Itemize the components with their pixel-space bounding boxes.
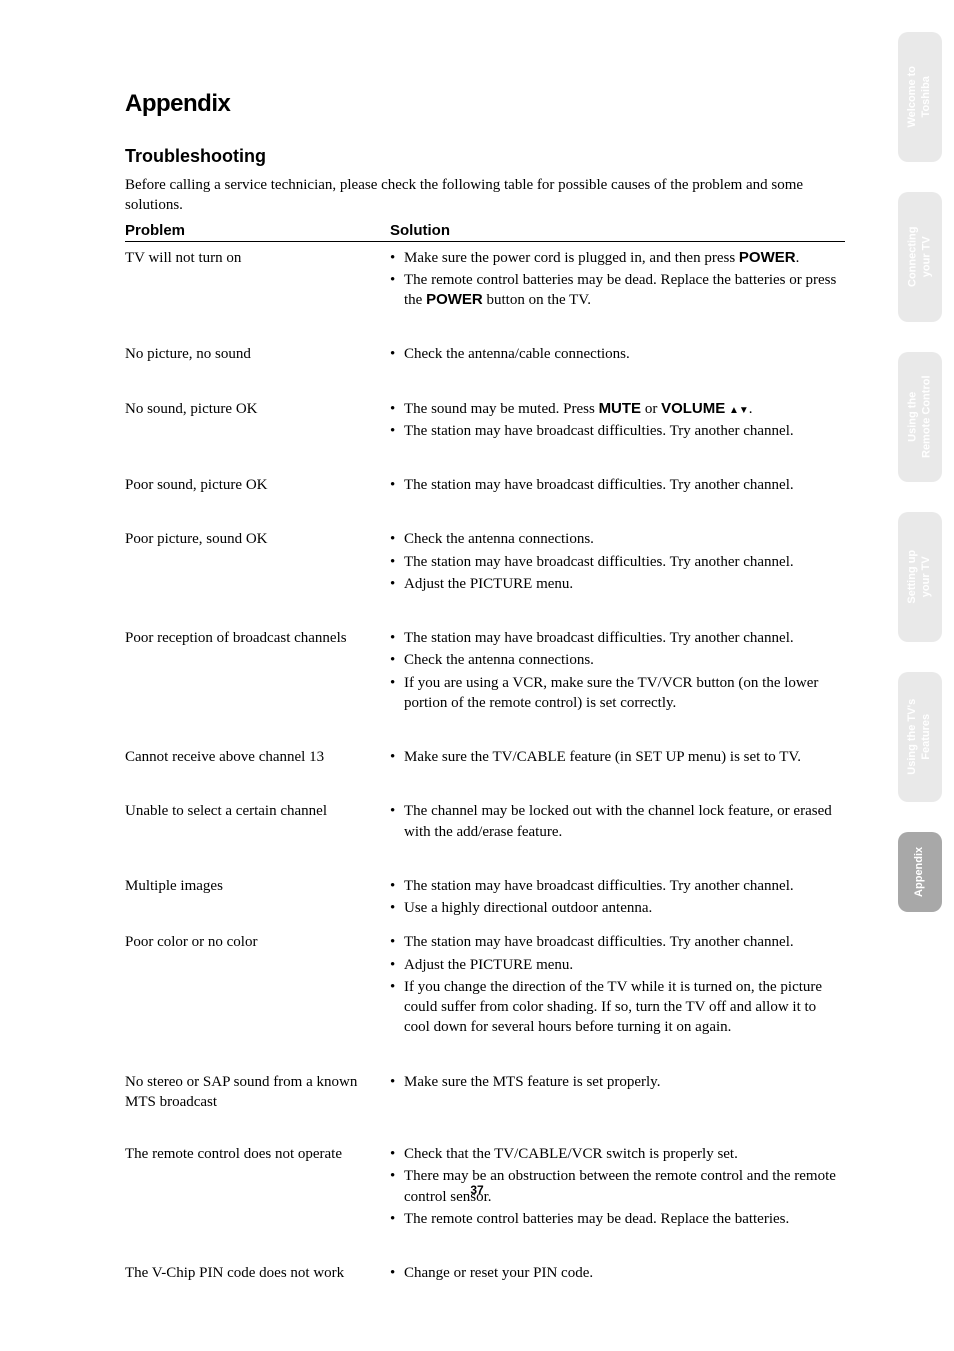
side-tabs: Welcome toToshiba Connectingyour TV Using … — [898, 32, 942, 912]
side-tab[interactable]: Appendix — [898, 832, 942, 912]
table-header-row: Problem Solution — [125, 222, 845, 242]
solution-item: The station may have broadcast difficult… — [390, 932, 845, 952]
solution-cell: Make sure the TV/CABLE feature (in SET U… — [390, 747, 845, 769]
solution-cell: The station may have broadcast difficult… — [390, 628, 845, 715]
solution-cell: Make sure the MTS feature is set properl… — [390, 1072, 845, 1113]
subsection-title: Troubleshooting — [125, 146, 894, 167]
side-tab-label: Appendix — [913, 847, 927, 897]
solution-cell: Change or reset your PIN code. — [390, 1263, 845, 1285]
side-tab-label: Using the TV'sFeatures — [906, 699, 934, 775]
section-title: Appendix — [125, 90, 894, 118]
solution-item: The channel may be locked out with the c… — [390, 801, 845, 842]
triangle-down-icon — [739, 401, 749, 417]
header-problem: Problem — [125, 222, 390, 239]
solution-item: The station may have broadcast difficult… — [390, 475, 845, 495]
side-tab[interactable]: Using the TV'sFeatures — [898, 672, 942, 802]
problem-cell: Poor picture, sound OK — [125, 529, 390, 596]
table-row: Poor reception of broadcast channelsThe … — [125, 622, 845, 741]
table-row: The remote control does not operateCheck… — [125, 1138, 845, 1257]
solution-item: Use a highly directional outdoor antenna… — [390, 898, 845, 918]
solution-item: The station may have broadcast difficult… — [390, 552, 845, 572]
solution-item: Make sure the MTS feature is set properl… — [390, 1072, 845, 1092]
triangle-up-icon — [729, 401, 739, 417]
problem-cell: Poor reception of broadcast channels — [125, 628, 390, 715]
table-row: The V-Chip PIN code does not workChange … — [125, 1257, 845, 1311]
solution-cell: The station may have broadcast difficult… — [390, 876, 845, 921]
problem-cell: The V-Chip PIN code does not work — [125, 1263, 390, 1285]
solution-item: Check that the TV/CABLE/VCR switch is pr… — [390, 1144, 845, 1164]
table-row: TV will not turn onMake sure the power c… — [125, 242, 845, 339]
solution-item: Adjust the PICTURE menu. — [390, 574, 845, 594]
solution-item: Make sure the power cord is plugged in, … — [390, 248, 845, 268]
problem-cell: TV will not turn on — [125, 248, 390, 313]
table-row: Poor sound, picture OKThe station may ha… — [125, 469, 845, 523]
side-tab[interactable]: Connectingyour TV — [898, 192, 942, 322]
side-tab-label: Setting upyour TV — [906, 550, 934, 604]
table-row: Poor picture, sound OKCheck the antenna … — [125, 523, 845, 622]
problem-cell: Poor color or no color — [125, 932, 390, 1039]
intro-text: Before calling a service technician, ple… — [125, 175, 805, 216]
table-row: No sound, picture OKThe sound may be mut… — [125, 393, 845, 470]
solution-item: The station may have broadcast difficult… — [390, 628, 845, 648]
solution-item: The remote control batteries may be dead… — [390, 1209, 845, 1229]
side-tab-label: Connectingyour TV — [906, 227, 934, 288]
table-row: Poor color or no colorThe station may ha… — [125, 926, 845, 1065]
solution-cell: The channel may be locked out with the c… — [390, 801, 845, 844]
solution-cell: The station may have broadcast difficult… — [390, 475, 845, 497]
solution-item: Adjust the PICTURE menu. — [390, 955, 845, 975]
solution-item: If you change the direction of the TV wh… — [390, 977, 845, 1038]
problem-cell: No stereo or SAP sound from a known MTS … — [125, 1072, 390, 1113]
solution-item: The remote control batteries may be dead… — [390, 270, 845, 311]
problem-cell: No sound, picture OK — [125, 399, 390, 444]
problem-cell: No picture, no sound — [125, 344, 390, 366]
solution-item: If you are using a VCR, make sure the TV… — [390, 673, 845, 714]
table-row: No picture, no soundCheck the antenna/ca… — [125, 338, 845, 392]
troubleshooting-table: Problem Solution TV will not turn onMake… — [125, 222, 845, 1312]
solution-item: Check the antenna connections. — [390, 650, 845, 670]
table-row: Cannot receive above channel 13Make sure… — [125, 741, 845, 795]
side-tab[interactable]: Setting upyour TV — [898, 512, 942, 642]
solution-item: Change or reset your PIN code. — [390, 1263, 845, 1283]
header-solution: Solution — [390, 222, 845, 239]
solution-item: Make sure the TV/CABLE feature (in SET U… — [390, 747, 845, 767]
side-tab[interactable]: Using theRemote Control — [898, 352, 942, 482]
problem-cell: Poor sound, picture OK — [125, 475, 390, 497]
side-tab-label: Welcome toToshiba — [906, 66, 934, 128]
solution-item: The sound may be muted. Press MUTE or VO… — [390, 399, 845, 419]
table-row: No stereo or SAP sound from a known MTS … — [125, 1066, 845, 1139]
table-row: Unable to select a certain channelThe ch… — [125, 795, 845, 870]
solution-item: The station may have broadcast difficult… — [390, 421, 845, 441]
problem-cell: Unable to select a certain channel — [125, 801, 390, 844]
side-tab-label: Using theRemote Control — [906, 376, 934, 459]
table-row: Multiple imagesThe station may have broa… — [125, 870, 845, 927]
solution-cell: Check the antenna/cable connections. — [390, 344, 845, 366]
solution-cell: The station may have broadcast difficult… — [390, 932, 845, 1039]
solution-cell: Make sure the power cord is plugged in, … — [390, 248, 845, 313]
solution-cell: Check the antenna connections. The statio… — [390, 529, 845, 596]
side-tab[interactable]: Welcome toToshiba — [898, 32, 942, 162]
solution-cell: The sound may be muted. Press MUTE or VO… — [390, 399, 845, 444]
problem-cell: Multiple images — [125, 876, 390, 921]
page-number: 37 — [0, 1183, 954, 1197]
problem-cell: Cannot receive above channel 13 — [125, 747, 390, 769]
solution-item: Check the antenna connections. — [390, 529, 845, 549]
solution-item: Check the antenna/cable connections. — [390, 344, 845, 364]
solution-item: The station may have broadcast difficult… — [390, 876, 845, 896]
